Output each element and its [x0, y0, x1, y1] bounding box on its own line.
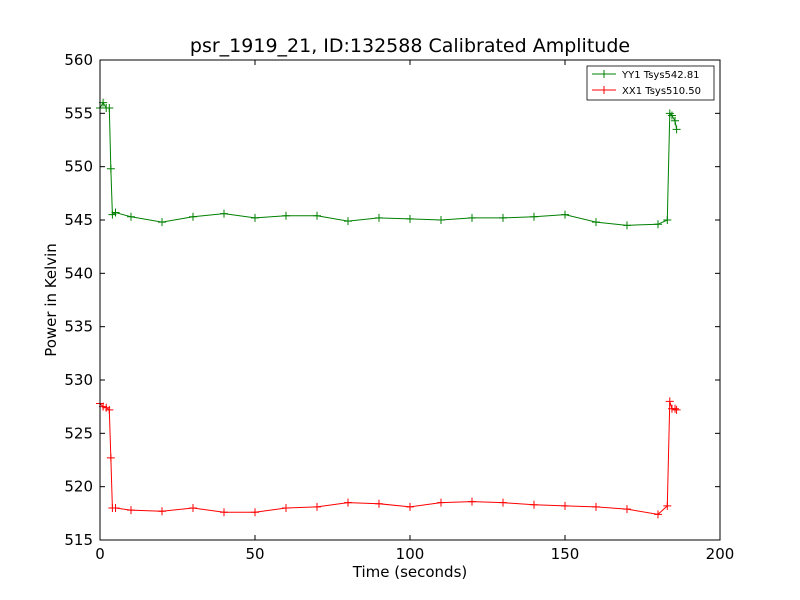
y-tick-label: 540	[64, 264, 93, 282]
data-point	[127, 212, 135, 221]
data-point	[220, 209, 228, 218]
y-tick-label: 525	[64, 424, 93, 442]
data-point	[111, 208, 120, 217]
data-point	[158, 218, 166, 227]
legend-marker-xx1	[600, 86, 608, 94]
data-point	[561, 501, 569, 510]
x-axis-title: Time (seconds)	[352, 563, 468, 581]
data-point	[561, 210, 569, 219]
data-point	[106, 164, 115, 173]
series-0	[96, 98, 681, 230]
x-tick-label: 0	[95, 545, 105, 563]
x-tick-label: 200	[706, 545, 735, 563]
y-tick-label: 530	[64, 371, 93, 389]
y-tick-label: 515	[64, 531, 93, 549]
y-tick-label: 560	[64, 51, 93, 69]
data-point	[499, 213, 507, 222]
legend-marker-yy1	[600, 70, 608, 78]
legend-entry-yy1: YY1 Tsys542.81	[592, 70, 700, 81]
ticks-layer: 0 50 100 150 200 515 520 525 530 535 540 545 550 555 5…	[64, 51, 734, 563]
chart-title: psr_1919_21, ID:132588 Calibrated Amplit…	[190, 35, 630, 57]
data-point	[671, 404, 680, 413]
legend-label-yy1: YY1 Tsys542.81	[621, 70, 700, 81]
x-tick-label: 50	[245, 545, 264, 563]
data-point	[344, 217, 352, 226]
data-point	[344, 498, 352, 507]
plot-frame	[99, 59, 721, 541]
y-axis-title: Power in Kelvin	[42, 243, 60, 357]
data-point	[592, 502, 600, 511]
data-point	[663, 501, 672, 510]
data-point	[313, 211, 321, 220]
series-line-1	[99, 401, 677, 515]
x-tick-label: 100	[396, 545, 425, 563]
data-point	[251, 508, 259, 517]
data-point	[437, 216, 445, 224]
data-point	[623, 221, 631, 230]
data-point	[468, 497, 476, 506]
data-point	[530, 212, 538, 221]
data-point	[672, 405, 681, 414]
data-point	[437, 498, 445, 507]
data-point	[189, 212, 197, 221]
data-point	[499, 498, 507, 507]
data-point	[406, 214, 414, 223]
data-point	[592, 218, 600, 227]
y-tick-label: 555	[64, 104, 93, 122]
data-point	[654, 220, 662, 229]
y-tick-label: 520	[64, 478, 93, 496]
legend-box	[586, 65, 715, 101]
data-point	[375, 213, 383, 222]
y-tick-label: 550	[64, 158, 93, 176]
data-point	[375, 499, 383, 508]
data-point	[189, 504, 197, 512]
data-point	[406, 502, 414, 511]
data-point	[158, 507, 166, 516]
legend-label-xx1: XX1 Tsys510.50	[622, 86, 701, 97]
data-point	[654, 510, 662, 519]
data-point	[251, 213, 259, 222]
series-1	[96, 397, 681, 519]
data-point	[663, 216, 672, 224]
series-line-0	[99, 101, 678, 226]
data-point	[667, 111, 676, 120]
data-point	[282, 211, 290, 220]
data-point	[105, 104, 114, 112]
legend: YY1 Tsys542.81 XX1 Tsys510.50	[586, 65, 715, 101]
data-point	[671, 116, 680, 125]
data-point	[672, 125, 681, 134]
legend-entry-xx1: XX1 Tsys510.50	[592, 86, 701, 97]
data-point	[111, 504, 120, 512]
data-point	[313, 502, 321, 511]
data-point	[530, 500, 538, 509]
data-point	[468, 213, 476, 222]
data-point	[623, 505, 631, 514]
data-point	[127, 506, 135, 515]
x-tick-label: 150	[551, 545, 580, 563]
data-point	[282, 504, 290, 512]
data-point	[106, 453, 115, 462]
data-point	[665, 397, 674, 406]
y-tick-label: 545	[64, 211, 93, 229]
data-point	[220, 508, 228, 517]
series-layer	[96, 98, 681, 519]
y-tick-label: 535	[64, 318, 93, 336]
data-point	[105, 405, 114, 414]
